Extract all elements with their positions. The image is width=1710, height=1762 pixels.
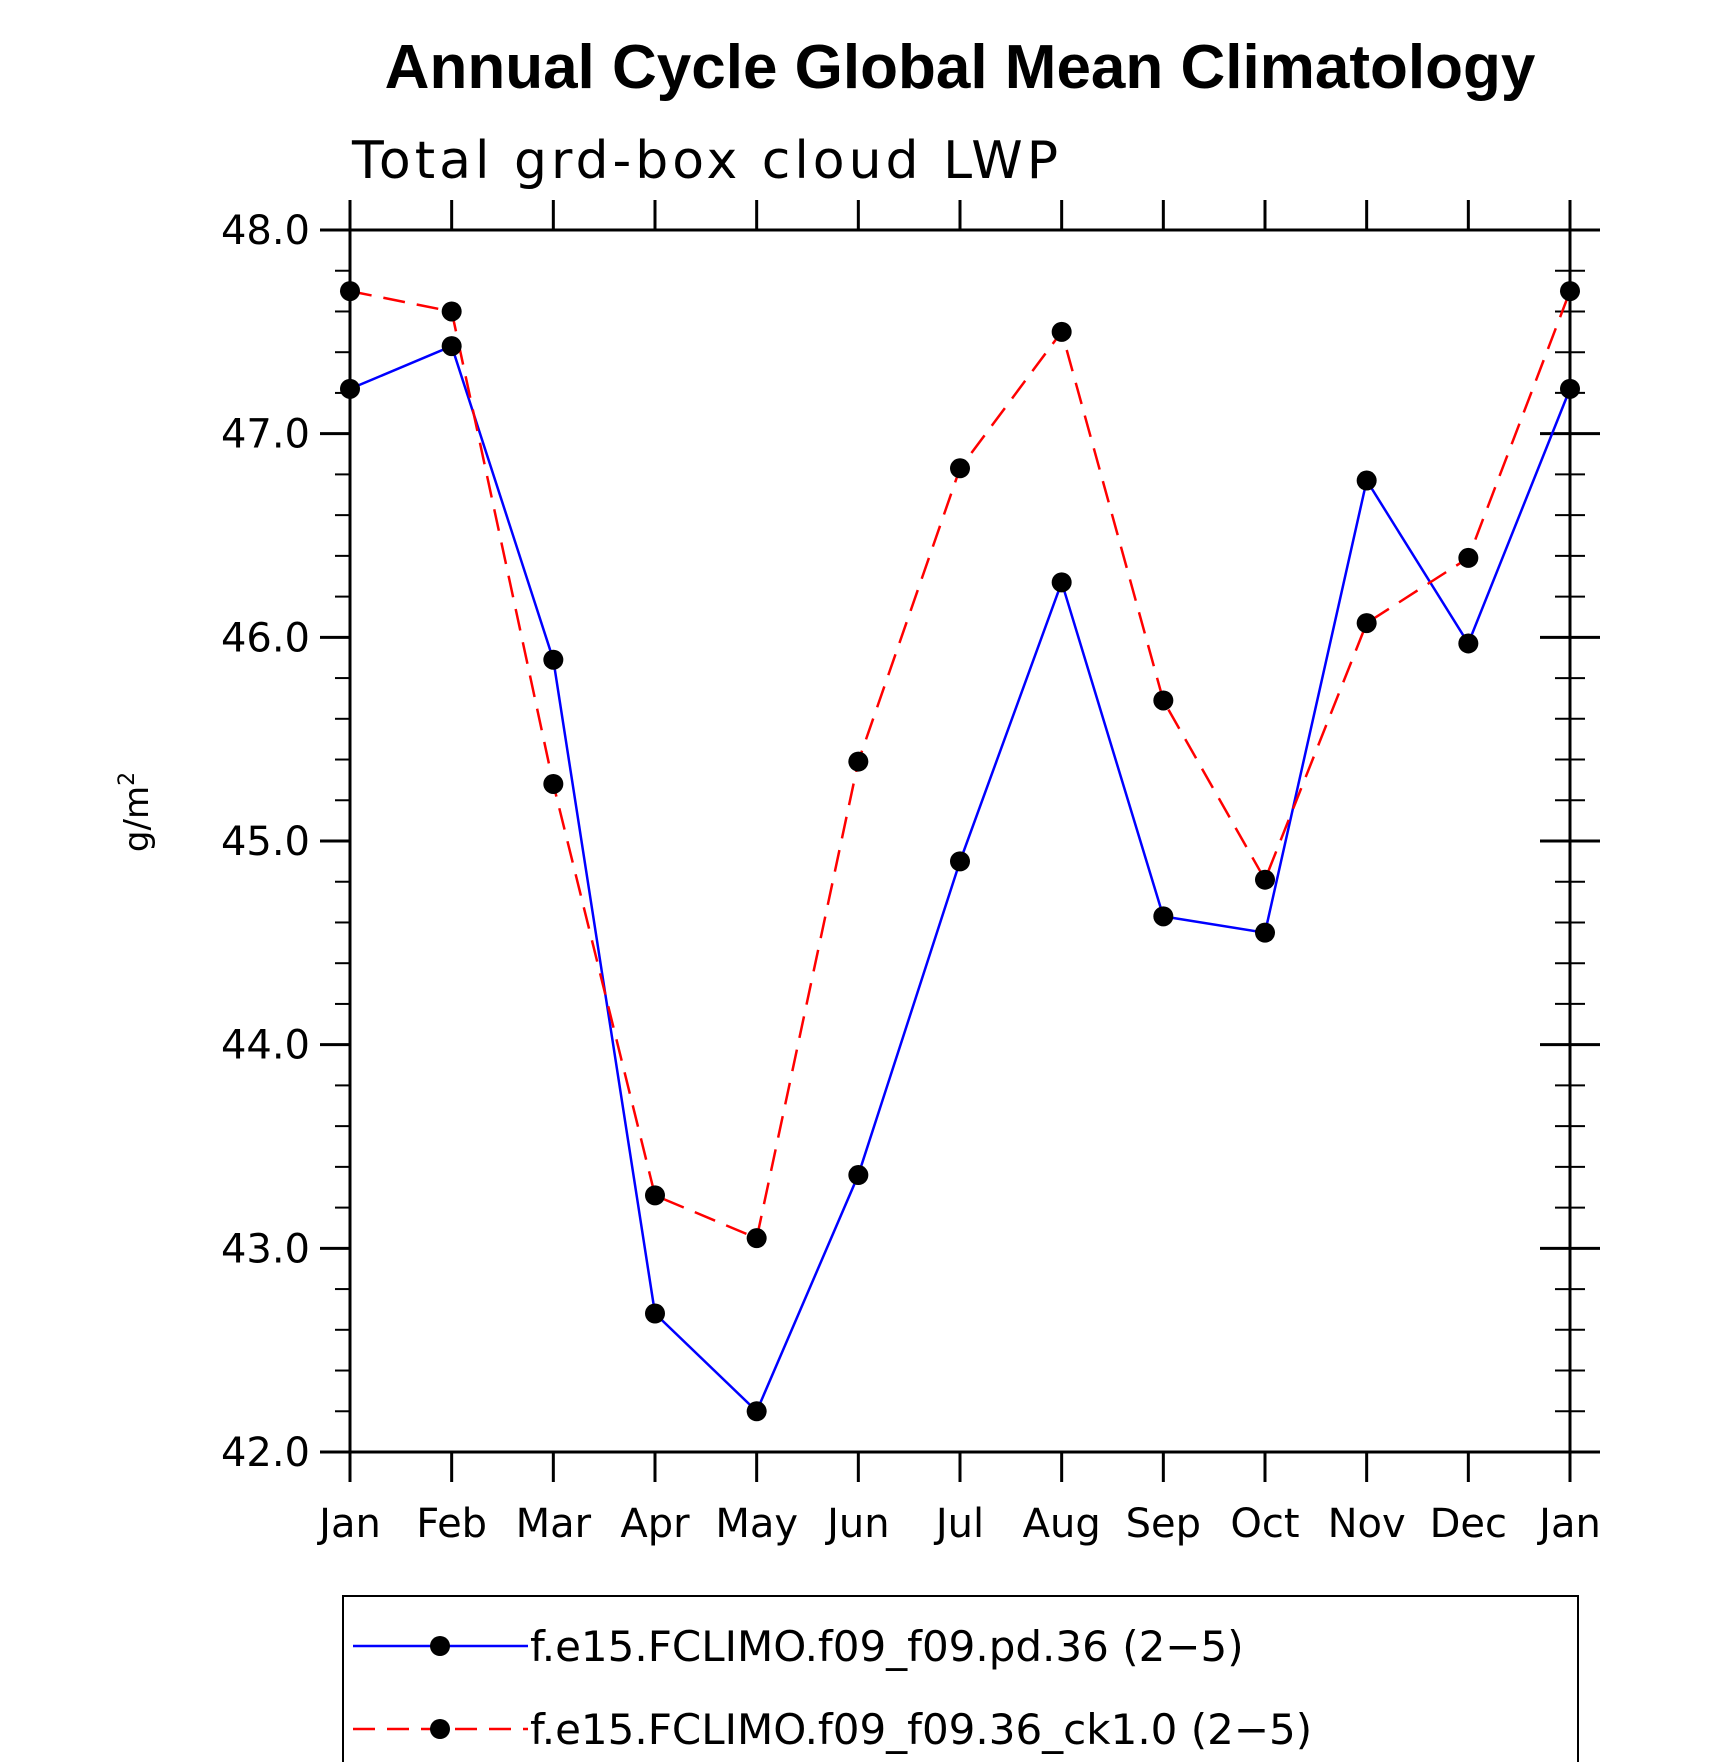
chart-title: Annual Cycle Global Mean Climatology	[385, 33, 1536, 102]
x-tick-label: Mar	[516, 1501, 592, 1547]
y-axis-label: g/m2	[115, 772, 157, 852]
series-2-point	[1356, 613, 1377, 634]
y-tick-label: 45.0	[221, 819, 310, 865]
series-2-point	[1255, 869, 1275, 890]
series-2-point	[746, 1228, 767, 1249]
y-tick-label: 47.0	[221, 412, 310, 458]
y-axis-label-superscript: 2	[115, 772, 140, 786]
series-2-point	[950, 458, 970, 479]
series-1-point	[1051, 572, 1072, 593]
svg-text:g/m2: g/m2	[115, 772, 157, 852]
x-tick-label: Aug	[1023, 1501, 1101, 1547]
chart-subtitle: Total grd-box cloud LWP	[351, 131, 1062, 191]
series-line-1	[349, 344, 1572, 1414]
x-tick-label: Sep	[1126, 1501, 1201, 1547]
x-tick-label: Jul	[933, 1501, 984, 1547]
series-2-point	[1458, 547, 1479, 568]
series-1-point	[746, 1401, 767, 1422]
x-tick-label: Dec	[1430, 1501, 1507, 1547]
x-tick-label: Feb	[416, 1501, 487, 1547]
series-1-point	[1356, 470, 1377, 491]
y-tick-label: 44.0	[221, 1023, 310, 1069]
x-tick-label: Oct	[1230, 1501, 1299, 1547]
x-tick-label: Apr	[620, 1501, 690, 1547]
legend-marker-1	[430, 1636, 450, 1656]
legend-label-1: f.e15.FCLIMO.f09_f09.pd.36 (2−5)	[530, 1622, 1244, 1671]
x-tick-label: Nov	[1328, 1501, 1406, 1547]
series-1-point	[340, 378, 360, 399]
series-1-point	[543, 649, 564, 670]
series-1-point	[848, 1165, 869, 1186]
y-tick-label: 48.0	[221, 208, 310, 254]
series-1-point	[950, 851, 970, 872]
legend-label-2: f.e15.FCLIMO.f09_f09.36_ck1.0 (2−5)	[530, 1705, 1312, 1754]
series-1-point	[1560, 378, 1580, 399]
series-1-point	[1458, 633, 1479, 654]
plot-frame	[348, 228, 1572, 1454]
series-2-point	[340, 281, 360, 302]
legend-marker-2	[430, 1719, 450, 1739]
y-tick-label: 42.0	[221, 1430, 310, 1476]
series-2-point	[1153, 690, 1174, 711]
x-tick-label: Jan	[1536, 1501, 1601, 1547]
series-1-point	[645, 1303, 665, 1324]
y-tick-label: 46.0	[221, 615, 310, 661]
series-2-point	[1560, 281, 1580, 302]
series-2-point	[441, 301, 462, 322]
legend-box	[342, 1595, 1579, 1762]
series-2-point	[1051, 321, 1072, 342]
series-1-point	[1255, 922, 1275, 943]
series-2-point	[645, 1185, 665, 1206]
series-2-point	[848, 751, 869, 772]
series-2-point	[543, 773, 564, 794]
y-axis-label-text: g/m	[117, 786, 157, 852]
legend: f.e15.FCLIMO.f09_f09.pd.36 (2−5) f.e15.FC…	[342, 1595, 1579, 1762]
x-tick-label: Jan	[316, 1501, 381, 1547]
x-tick-label: May	[715, 1501, 798, 1547]
series-line-2	[349, 289, 1572, 1240]
series-1-point	[441, 336, 462, 357]
y-tick-label: 43.0	[221, 1226, 310, 1272]
x-tick-label: Jun	[824, 1501, 890, 1547]
series-1-point	[1153, 906, 1174, 927]
